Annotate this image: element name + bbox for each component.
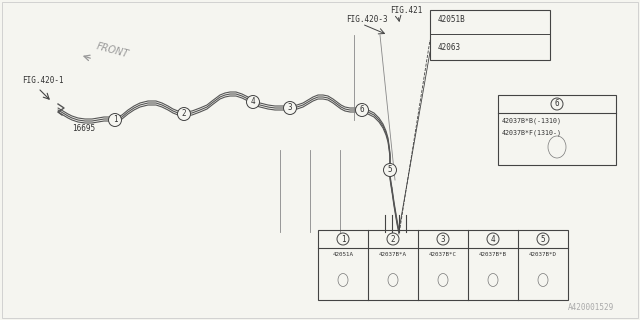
Text: 2: 2 bbox=[182, 109, 186, 118]
Circle shape bbox=[177, 108, 191, 121]
Text: 1: 1 bbox=[340, 235, 346, 244]
Circle shape bbox=[487, 233, 499, 245]
Bar bbox=[498, 95, 616, 165]
Bar bbox=[430, 10, 550, 60]
Text: FIG.420-3: FIG.420-3 bbox=[346, 15, 388, 24]
Text: 16695: 16695 bbox=[72, 124, 95, 133]
Text: 42037B*B: 42037B*B bbox=[479, 252, 507, 257]
Circle shape bbox=[355, 103, 369, 116]
Text: 3: 3 bbox=[288, 103, 292, 113]
Circle shape bbox=[537, 233, 549, 245]
Text: 5: 5 bbox=[541, 235, 545, 244]
Text: 6: 6 bbox=[360, 106, 364, 115]
Text: 42037B*A: 42037B*A bbox=[379, 252, 407, 257]
Text: 42037B*C: 42037B*C bbox=[429, 252, 457, 257]
Circle shape bbox=[337, 233, 349, 245]
Text: 42037B*F(1310-): 42037B*F(1310-) bbox=[502, 129, 562, 135]
Text: 42051B: 42051B bbox=[438, 15, 466, 25]
Text: 1: 1 bbox=[113, 116, 117, 124]
Circle shape bbox=[437, 233, 449, 245]
Circle shape bbox=[109, 114, 122, 126]
Text: 42037B*D: 42037B*D bbox=[529, 252, 557, 257]
Circle shape bbox=[284, 101, 296, 115]
Circle shape bbox=[246, 95, 259, 108]
Text: 42037B*B(-1310): 42037B*B(-1310) bbox=[502, 117, 562, 124]
Circle shape bbox=[551, 98, 563, 110]
Circle shape bbox=[383, 164, 397, 177]
Text: 4: 4 bbox=[491, 235, 495, 244]
Text: 6: 6 bbox=[555, 100, 559, 108]
Text: 42063: 42063 bbox=[438, 43, 461, 52]
Text: A420001529: A420001529 bbox=[568, 303, 614, 312]
Text: 2: 2 bbox=[390, 235, 396, 244]
Circle shape bbox=[387, 233, 399, 245]
Text: 5: 5 bbox=[388, 165, 392, 174]
Bar bbox=[318, 230, 568, 300]
Text: 3: 3 bbox=[441, 235, 445, 244]
Text: FIG.421: FIG.421 bbox=[390, 6, 422, 15]
Text: 42051A: 42051A bbox=[333, 252, 353, 257]
Text: FRONT: FRONT bbox=[95, 42, 130, 60]
Text: 4: 4 bbox=[251, 98, 255, 107]
Text: FIG.420-1: FIG.420-1 bbox=[22, 76, 63, 85]
